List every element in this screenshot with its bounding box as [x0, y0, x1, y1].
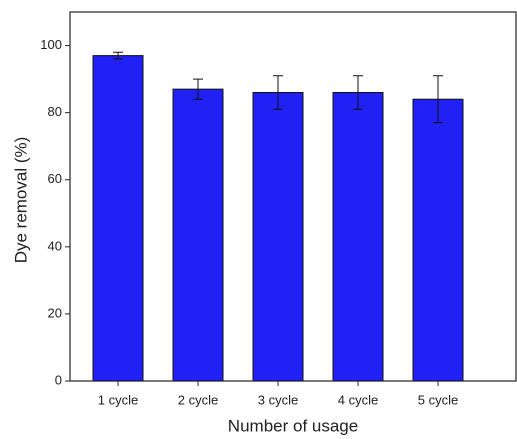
bar — [252, 92, 304, 382]
bar — [172, 88, 224, 382]
y-tick-label: 0 — [55, 372, 62, 387]
error-bar — [193, 78, 203, 100]
bar — [412, 98, 464, 382]
y-tick-label: 20 — [48, 305, 62, 320]
error-bar — [433, 75, 443, 124]
x-axis-title: Number of usage — [228, 416, 358, 435]
x-tick-label: 3 cycle — [258, 392, 298, 407]
y-tick-label: 60 — [48, 171, 62, 186]
x-tick-label: 2 cycle — [178, 392, 218, 407]
y-tick-label: 40 — [48, 238, 62, 253]
y-tick-label: 100 — [40, 37, 62, 52]
x-tick-label: 1 cycle — [98, 392, 138, 407]
bar — [92, 55, 144, 382]
x-tick-label: 5 cycle — [418, 392, 458, 407]
error-bar — [353, 75, 363, 110]
error-bar — [113, 51, 123, 60]
bar — [332, 92, 384, 382]
error-bar — [273, 75, 283, 110]
y-axis-title: Dye removal (%) — [11, 137, 30, 264]
y-tick-label: 80 — [48, 104, 62, 119]
x-tick-label: 4 cycle — [338, 392, 378, 407]
